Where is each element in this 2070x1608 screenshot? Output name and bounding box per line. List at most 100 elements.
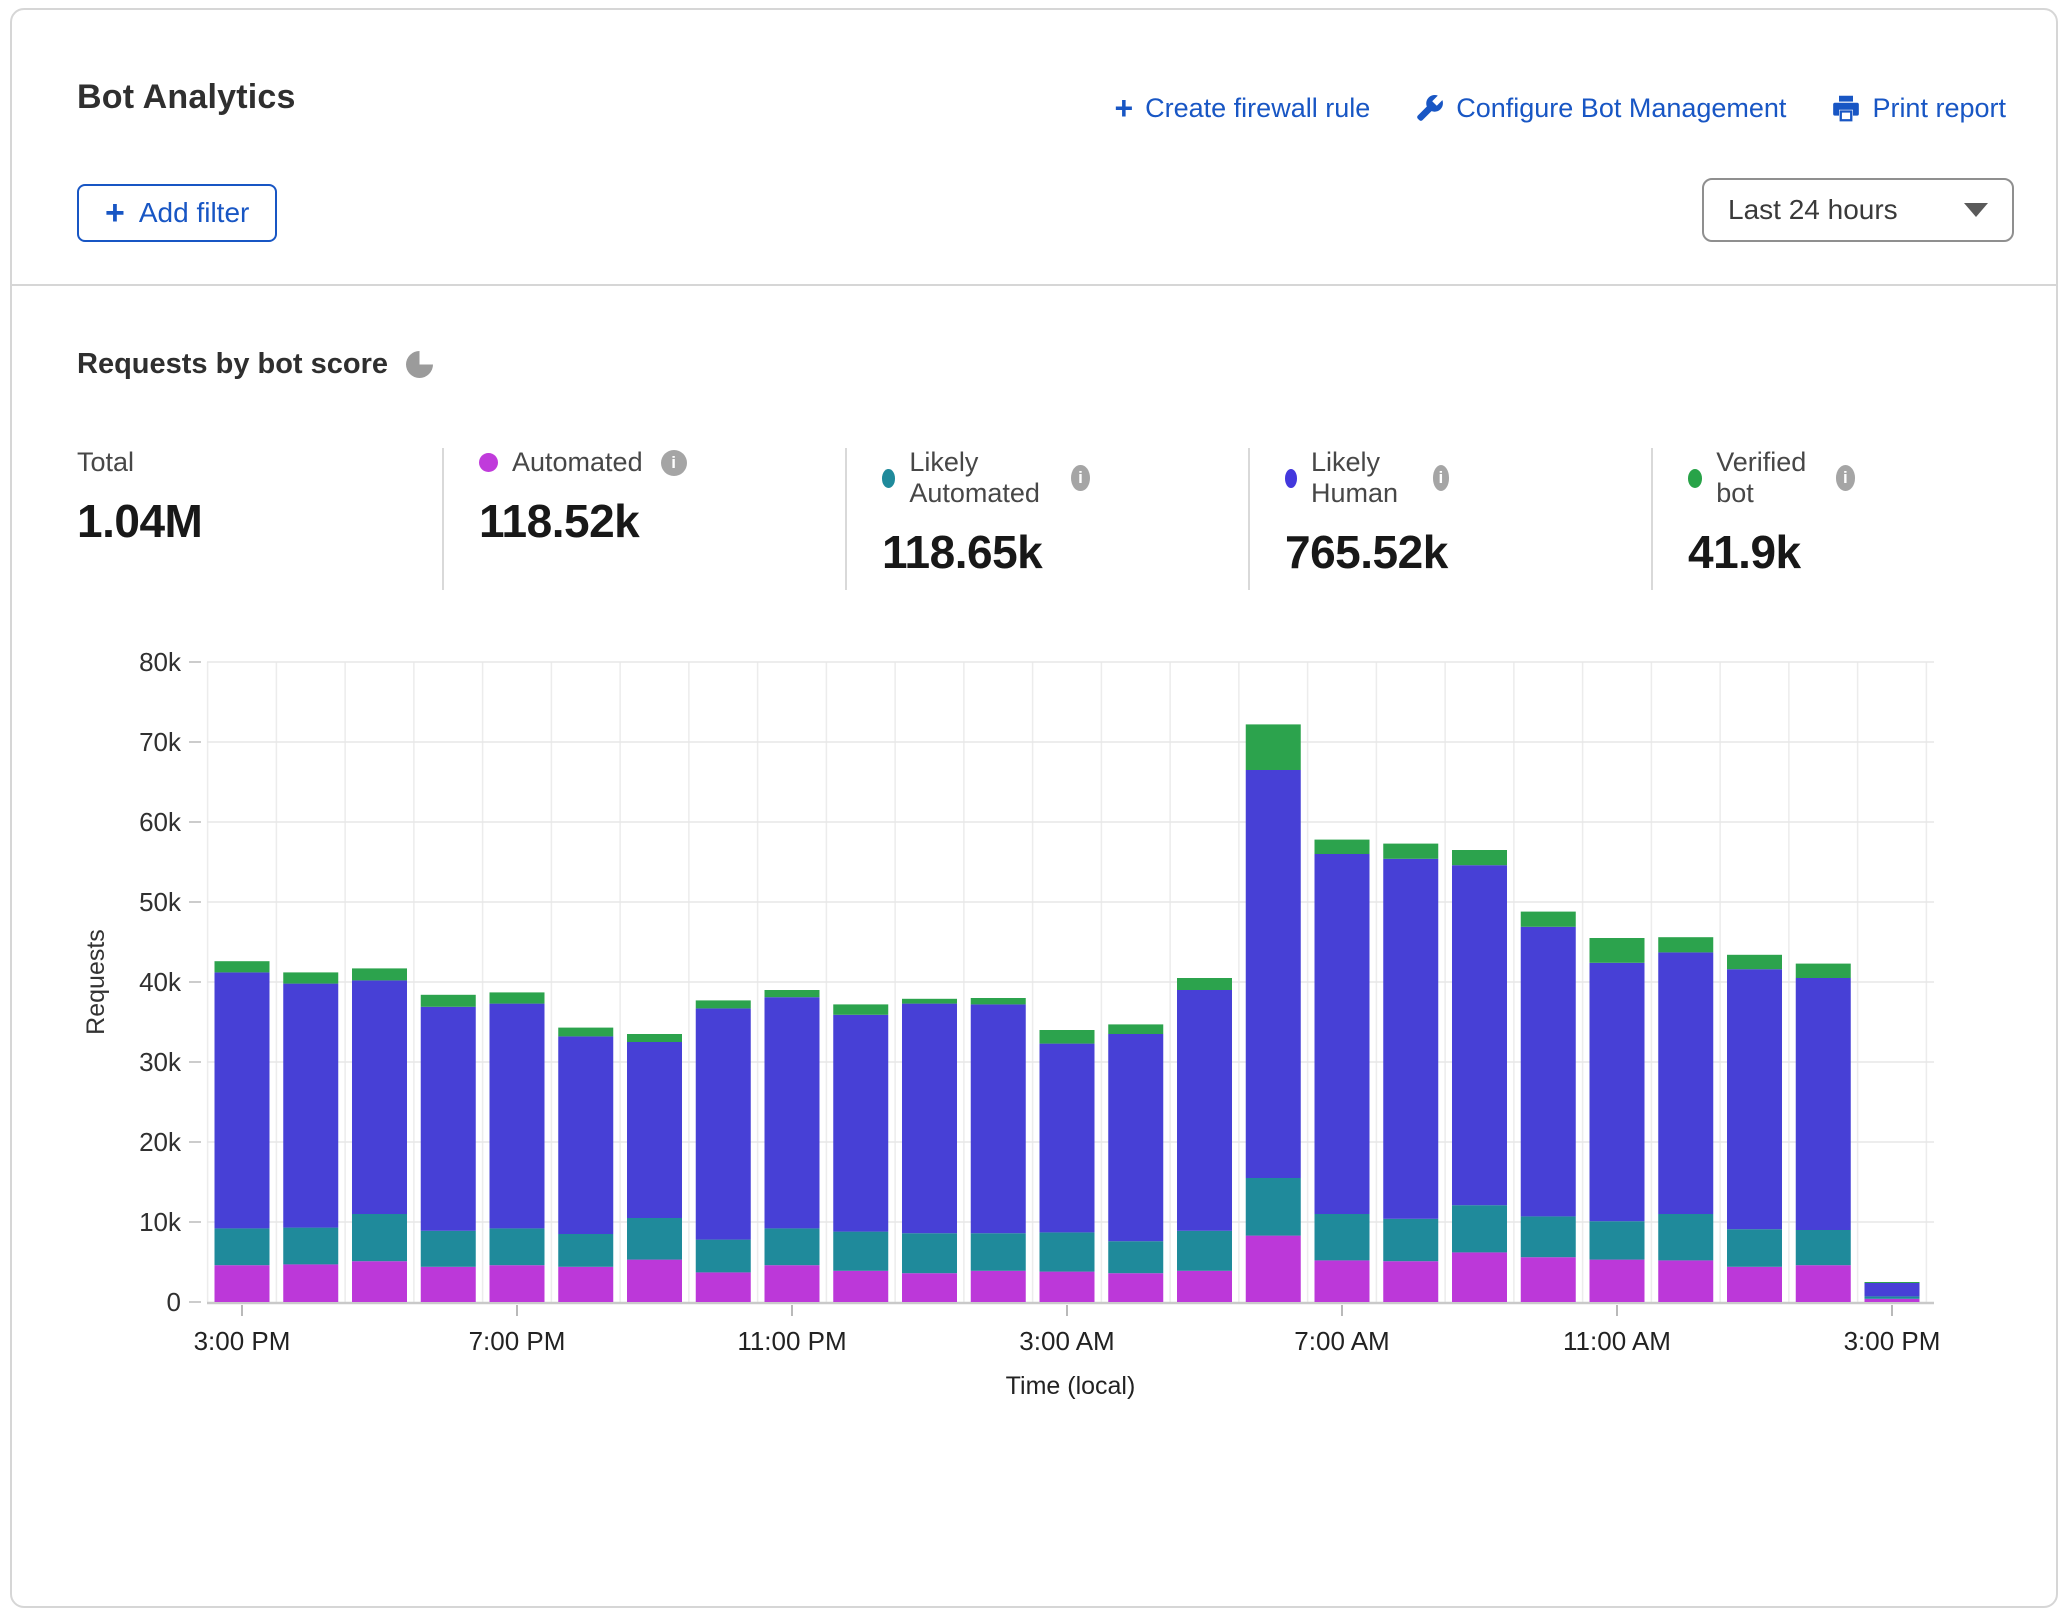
bar-segment-likely-human[interactable] [1039,1043,1095,1233]
time-range-dropdown[interactable]: Last 24 hours [1702,178,2014,242]
create-firewall-rule-link[interactable]: + Create firewall rule [1114,92,1370,124]
bar-segment-automated[interactable] [902,1273,957,1302]
bar-segment-likely-automated[interactable] [1039,1232,1095,1272]
bar-segment-likely-automated[interactable] [283,1227,339,1265]
bar-segment-automated[interactable] [1589,1259,1645,1302]
bar-segment-likely-human[interactable] [833,1014,889,1232]
bar-segment-likely-human[interactable] [283,983,339,1228]
bar-segment-automated[interactable] [1795,1265,1851,1302]
bar-segment-automated[interactable] [1108,1273,1164,1302]
bar-segment-likely-automated[interactable] [1245,1178,1301,1236]
bar-segment-automated[interactable] [1314,1260,1370,1302]
bar-segment-automated[interactable] [1383,1261,1439,1302]
info-icon[interactable]: i [1071,465,1090,491]
bar-segment-likely-automated[interactable] [489,1228,545,1266]
bar-segment-likely-automated[interactable] [352,1214,407,1262]
bar-segment-verified-bot[interactable] [1383,843,1439,859]
info-icon[interactable]: i [1835,465,1856,491]
info-icon[interactable]: i [1432,465,1450,491]
bar-segment-likely-human[interactable] [1589,962,1645,1222]
bar-segment-likely-human[interactable] [764,997,820,1229]
bar-segment-automated[interactable] [214,1265,270,1302]
bar-segment-automated[interactable] [489,1265,545,1302]
bar-segment-verified-bot[interactable] [1452,850,1507,866]
bar-segment-likely-automated[interactable] [902,1233,957,1274]
bar-segment-verified-bot[interactable] [1314,839,1370,854]
add-filter-button[interactable]: + Add filter [77,184,278,242]
bar-segment-verified-bot[interactable] [1245,724,1301,770]
bar-segment-automated[interactable] [627,1259,682,1302]
bar-segment-likely-human[interactable] [627,1042,682,1218]
bar-segment-likely-human[interactable] [1314,854,1370,1214]
bar-segment-likely-automated[interactable] [558,1234,614,1267]
configure-bot-management-link[interactable]: Configure Bot Management [1416,93,1786,124]
bar-segment-likely-human[interactable] [1658,952,1714,1214]
bar-segment-likely-automated[interactable] [1520,1216,1576,1258]
bar-segment-automated[interactable] [420,1266,476,1302]
bar-segment-automated[interactable] [558,1266,614,1302]
bar-segment-verified-bot[interactable] [1795,963,1851,978]
bar-segment-verified-bot[interactable] [833,1004,889,1015]
bar-segment-verified-bot[interactable] [1520,911,1576,927]
bar-segment-automated[interactable] [1727,1266,1782,1302]
bar-segment-automated[interactable] [1658,1260,1714,1302]
bar-segment-likely-human[interactable] [902,1003,957,1234]
bar-segment-automated[interactable] [1245,1235,1301,1302]
info-icon[interactable]: i [660,449,687,476]
bar-segment-automated[interactable] [1520,1257,1576,1302]
bar-segment-verified-bot[interactable] [1039,1030,1095,1044]
bar-segment-likely-automated[interactable] [1589,1221,1645,1260]
bar-segment-likely-automated[interactable] [764,1228,820,1266]
bar-segment-verified-bot[interactable] [902,998,957,1004]
bar-segment-likely-human[interactable] [970,1004,1026,1234]
bar-segment-likely-automated[interactable] [1452,1205,1507,1253]
bar-segment-likely-human[interactable] [420,1006,476,1231]
bar-segment-verified-bot[interactable] [695,1000,751,1009]
bar-segment-likely-automated[interactable] [420,1230,476,1267]
bar-segment-likely-human[interactable] [1452,865,1507,1206]
bar-segment-automated[interactable] [833,1270,889,1302]
bar-segment-likely-automated[interactable] [1383,1218,1439,1262]
bar-segment-likely-human[interactable] [1864,1282,1920,1297]
bar-segment-likely-human[interactable] [1795,978,1851,1230]
bar-segment-verified-bot[interactable] [1589,938,1645,963]
bar-segment-verified-bot[interactable] [283,972,339,984]
bar-segment-automated[interactable] [970,1270,1026,1302]
bar-segment-likely-automated[interactable] [627,1218,682,1260]
bar-segment-likely-automated[interactable] [1108,1241,1164,1274]
bar-segment-likely-automated[interactable] [1177,1230,1232,1271]
bar-segment-automated[interactable] [1039,1271,1095,1302]
bar-segment-likely-automated[interactable] [1795,1230,1851,1266]
bar-segment-verified-bot[interactable] [1108,1024,1164,1034]
bar-segment-automated[interactable] [1864,1298,1920,1302]
bar-segment-verified-bot[interactable] [1727,954,1782,970]
bar-segment-verified-bot[interactable] [420,994,476,1007]
bar-segment-likely-human[interactable] [1383,858,1439,1219]
bar-segment-verified-bot[interactable] [764,990,820,998]
bar-segment-likely-human[interactable] [352,980,407,1214]
print-report-link[interactable]: Print report [1832,93,2006,124]
requests-by-bot-score-chart[interactable]: 0 10k 20k 30k 40k 50k 60k 70k 80k 3:00 PM 7:00 PM 1… [12,632,2060,1404]
bar-segment-automated[interactable] [352,1261,407,1302]
bar-segment-verified-bot[interactable] [1177,978,1232,990]
bar-segment-likely-human[interactable] [695,1008,751,1240]
bar-segment-automated[interactable] [283,1264,339,1302]
bar-segment-likely-human[interactable] [1108,1034,1164,1242]
bar-segment-likely-human[interactable] [214,972,270,1229]
bar-segment-likely-automated[interactable] [1658,1214,1714,1261]
bar-segment-likely-human[interactable] [1245,770,1301,1178]
bar-segment-likely-human[interactable] [1520,926,1576,1217]
bar-segment-automated[interactable] [1452,1252,1507,1302]
bar-segment-verified-bot[interactable] [352,968,407,981]
bar-segment-likely-automated[interactable] [970,1233,1026,1271]
bar-segment-likely-automated[interactable] [695,1239,751,1273]
bar-segment-automated[interactable] [1177,1270,1232,1302]
bar-segment-automated[interactable] [764,1265,820,1302]
bar-segment-verified-bot[interactable] [970,998,1026,1005]
bar-segment-verified-bot[interactable] [558,1027,614,1037]
bar-segment-likely-automated[interactable] [1727,1229,1782,1267]
bar-segment-likely-automated[interactable] [1314,1214,1370,1261]
bar-segment-likely-automated[interactable] [833,1231,889,1271]
bar-segment-verified-bot[interactable] [214,961,270,973]
bar-segment-likely-automated[interactable] [214,1228,270,1266]
